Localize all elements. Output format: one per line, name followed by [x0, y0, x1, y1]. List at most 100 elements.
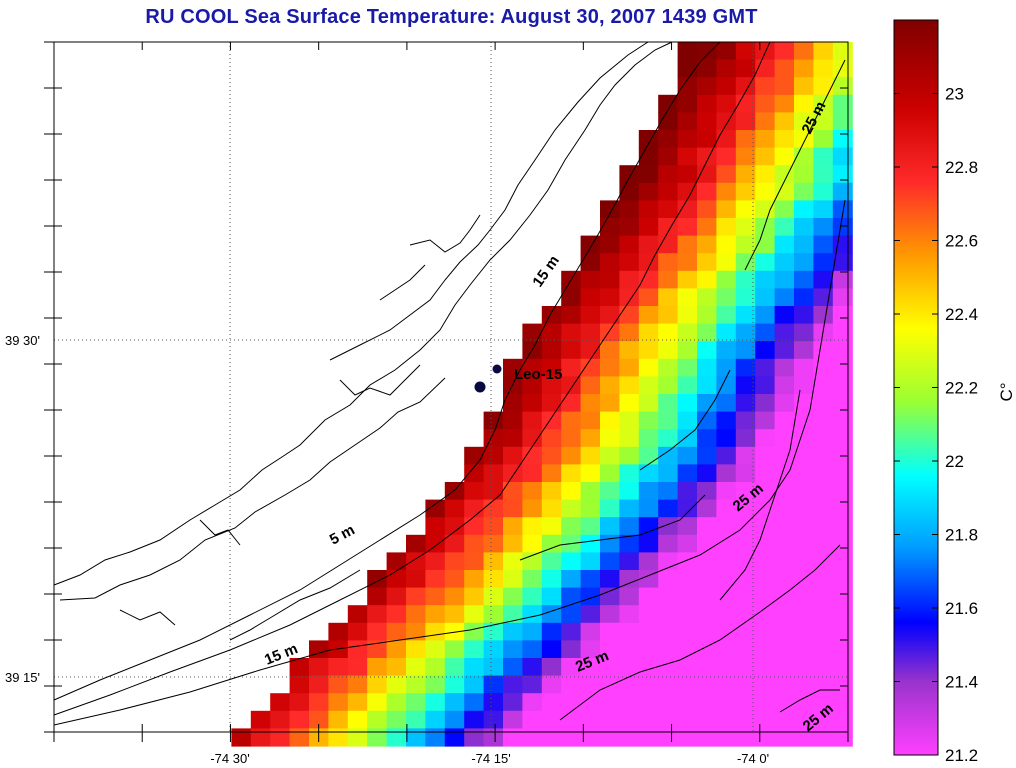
sst-cell: [658, 200, 679, 219]
sst-cell: [483, 552, 504, 571]
sst-cell: [522, 446, 543, 465]
sst-cell: [347, 693, 368, 712]
sst-cell: [638, 200, 659, 219]
sst-cell: [619, 218, 640, 237]
y-tick-label: 39 15': [5, 670, 40, 685]
sst-cell: [503, 358, 523, 377]
sst-cell: [697, 482, 717, 501]
sst-cell: [697, 534, 717, 553]
sst-cell: [600, 622, 620, 641]
sst-cell: [794, 77, 814, 96]
sst-cell: [813, 376, 834, 395]
sst-cell: [774, 94, 795, 113]
sst-cell: [580, 306, 601, 325]
sst-cell: [774, 587, 795, 606]
sst-cell: [716, 446, 737, 465]
sst-cell: [561, 323, 582, 342]
sst-cell: [755, 77, 776, 96]
sst-cell: [697, 200, 717, 219]
sst-cell: [580, 552, 601, 571]
sst-cell: [638, 288, 659, 307]
sst-cell: [677, 147, 698, 166]
sst-cell: [638, 658, 659, 677]
sst-cell: [677, 675, 698, 694]
sst-cell: [541, 341, 562, 360]
sst-cell: [755, 358, 776, 377]
sst-cell: [541, 464, 562, 483]
sst-cell: [697, 587, 717, 606]
sst-cell: [619, 552, 640, 571]
sst-cell: [716, 517, 737, 536]
sst-cell: [328, 640, 349, 659]
sst-cell: [735, 341, 756, 360]
sst-cell: [483, 622, 504, 641]
sst-cell: [309, 710, 329, 729]
sst-cell: [289, 675, 310, 694]
sst-cell: [522, 587, 543, 606]
sst-cell: [619, 182, 640, 201]
sst-cell: [813, 341, 834, 360]
sst-cell: [425, 640, 446, 659]
sst-cell: [658, 482, 679, 501]
sst-cell: [580, 341, 601, 360]
sst-cell: [697, 517, 717, 536]
sst-cell: [774, 464, 795, 483]
sst-cell: [541, 710, 562, 729]
sst-cell: [658, 464, 679, 483]
sst-cell: [813, 165, 834, 184]
sst-cell: [425, 622, 446, 641]
colorbar-tick-label: 22.8: [945, 158, 978, 177]
sst-cell: [677, 182, 698, 201]
sst-cell: [697, 306, 717, 325]
sst-cell: [813, 640, 834, 659]
sst-cell: [813, 693, 834, 712]
sst-cell: [813, 130, 834, 149]
sst-cell: [425, 605, 446, 624]
sst-cell: [483, 534, 504, 553]
sst-cell: [619, 675, 640, 694]
sst-cell: [386, 693, 407, 712]
sst-cell: [832, 77, 853, 96]
sst-cell: [580, 358, 601, 377]
sst-cell: [755, 94, 776, 113]
sst-cell: [832, 235, 853, 254]
sst-cell: [638, 728, 659, 747]
sst-cell: [580, 570, 601, 589]
sst-cell: [735, 112, 756, 131]
sst-cell: [755, 693, 776, 712]
sst-cell: [600, 464, 620, 483]
sst-cell: [755, 464, 776, 483]
sst-cell: [794, 94, 814, 113]
sst-cell: [522, 640, 543, 659]
colorbar-tick-label: 23: [945, 85, 964, 104]
sst-cell: [483, 411, 504, 430]
sst-cell: [677, 446, 698, 465]
sst-cell: [794, 200, 814, 219]
colorbar-tick-label: 21.4: [945, 673, 978, 692]
sst-cell: [522, 605, 543, 624]
sst-cell: [697, 693, 717, 712]
sst-cell: [735, 306, 756, 325]
sst-cell: [541, 323, 562, 342]
sst-cell: [561, 605, 582, 624]
sst-cell: [464, 534, 485, 553]
sst-cell: [541, 587, 562, 606]
sst-cell: [774, 218, 795, 237]
sst-cell: [832, 376, 853, 395]
sst-cell: [619, 728, 640, 747]
sst-cell: [328, 693, 349, 712]
sst-cell: [735, 552, 756, 571]
sst-cell: [755, 182, 776, 201]
sst-cell: [774, 200, 795, 219]
sst-cell: [832, 394, 853, 413]
sst-cell: [697, 499, 717, 518]
sst-cell: [464, 622, 485, 641]
sst-cell: [367, 693, 388, 712]
sst-cell: [580, 587, 601, 606]
sst-cell: [716, 394, 737, 413]
sst-cell: [600, 323, 620, 342]
sst-cell: [580, 288, 601, 307]
sst-cell: [755, 306, 776, 325]
sst-cell: [832, 728, 853, 747]
sst-cell: [755, 640, 776, 659]
